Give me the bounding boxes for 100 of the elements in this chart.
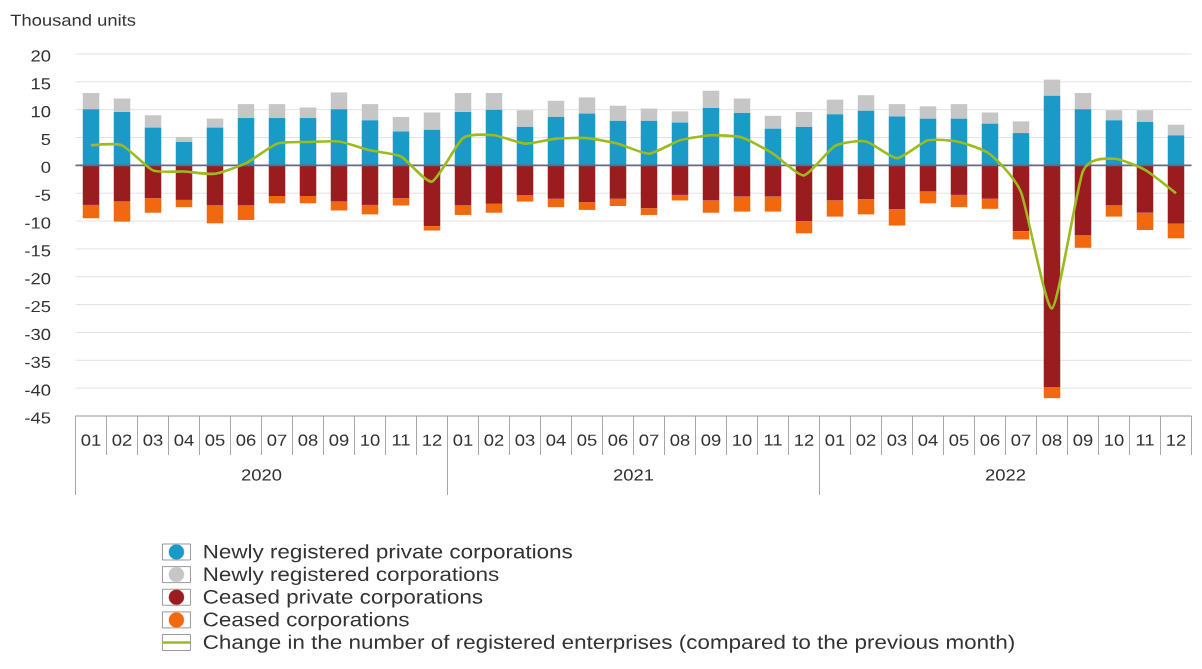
bar [330,92,348,110]
bar [1136,165,1154,213]
legend-label: Newly registered private corporations [204,544,572,563]
bar [609,198,627,207]
x-tick-label: 04 [546,434,566,446]
x-tick-label: 06 [608,434,628,446]
bar [857,199,875,215]
x-tick-label: 05 [577,434,597,446]
bar [826,165,844,201]
bar [1167,165,1185,224]
bar [392,165,410,199]
bar [578,165,596,203]
bar [950,165,968,195]
bar [268,196,286,204]
x-tick-label: 10 [733,434,752,446]
bar [392,116,410,132]
bar [144,198,162,213]
y-tick-label: -35 [25,356,51,368]
bar [485,92,503,110]
legend-label: Change in the number of registered enterprises (compared to the previous month) [203,634,1014,653]
bar [237,104,255,119]
bar [1074,235,1092,248]
bar [485,203,503,213]
bar [82,165,100,205]
y-tick-label: -5 [35,189,51,201]
x-tick-label: 07 [1011,434,1031,446]
bar [82,109,100,166]
x-tick-label: 07 [639,434,659,446]
bar [1012,231,1030,240]
bar [454,205,472,215]
bar [1167,135,1185,166]
bar [1074,92,1092,110]
x-tick-label: 11 [392,434,410,446]
bar [1167,223,1185,239]
bar [888,165,906,210]
bar [888,104,906,117]
bar [950,194,968,208]
x-tick-label: 11 [1136,434,1154,446]
bar [423,129,441,166]
x-tick-label: 09 [1073,434,1093,446]
bar [764,196,782,212]
bar [1105,205,1123,217]
bar [1136,212,1154,230]
x-tick-label: 10 [1105,434,1124,446]
y-tick-label: -25 [25,300,51,313]
x-tick-label: 01 [825,434,845,446]
legend-label: Newly registered corporations [204,566,499,585]
bar [144,115,162,128]
bar [919,106,937,119]
x-tick-label: 01 [81,434,101,446]
bar [1043,387,1061,399]
bar [82,92,100,110]
bar [206,127,224,166]
bar [702,90,720,109]
bar [826,200,844,217]
bar [423,165,441,227]
bar [671,165,689,195]
text: 2021 [613,469,654,481]
bar [857,95,875,111]
bar [640,108,658,121]
x-tick-label: 03 [887,434,907,446]
bar [795,165,813,222]
bar [361,104,379,121]
bar [702,165,720,201]
bar [1012,121,1030,134]
bar [1074,109,1092,166]
bar [516,195,534,202]
bar [671,111,689,123]
x-tick-label: 08 [670,434,690,446]
y-tick-label: -10 [25,217,51,229]
bar [826,99,844,115]
bar [547,100,565,117]
bar [299,196,317,204]
bar [1167,124,1185,136]
bar [609,105,627,121]
bar [1105,110,1123,121]
y-tick-label: 0 [41,161,51,174]
bar [175,141,193,166]
y-tick-label: 10 [31,106,51,118]
bar [1012,133,1030,166]
bar [981,112,999,124]
y-tick-label: -40 [25,384,51,396]
bar [547,165,565,199]
y-tick-label: -45 [25,412,51,424]
bar [795,221,813,234]
bar [268,165,286,197]
y-axis-title: Thousand units [10,14,136,26]
x-tick-label: 12 [423,434,442,446]
bar [175,136,193,142]
x-tick-label: 06 [236,434,256,446]
bar [1043,165,1061,388]
bar [702,200,720,213]
bar [640,165,658,209]
bar [392,198,410,206]
x-tick-label: 05 [205,434,225,446]
bar [1043,79,1061,96]
bar [299,165,317,197]
bar [485,109,503,166]
x-tick-label: 02 [856,434,876,446]
bar [206,205,224,224]
